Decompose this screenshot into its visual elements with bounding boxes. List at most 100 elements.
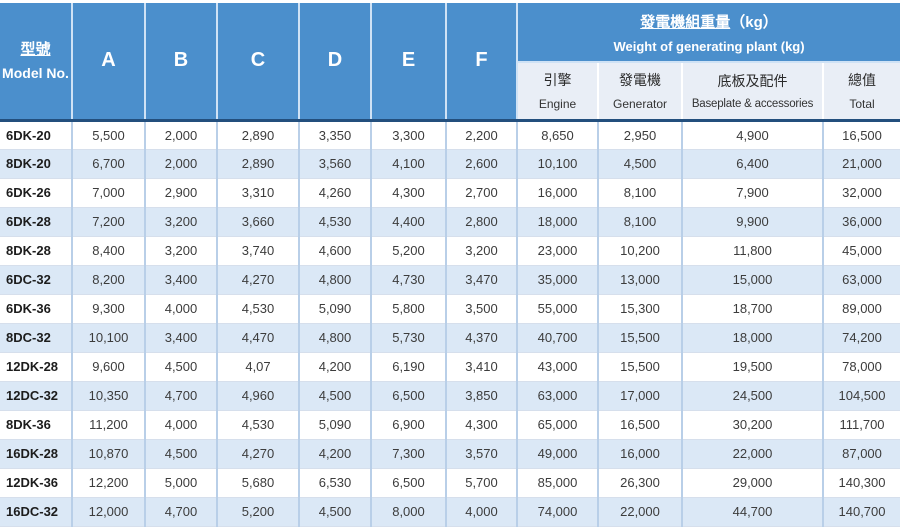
dim-f-cell: 3,850 <box>446 381 518 411</box>
model-cell: 6DK-26 <box>0 178 73 208</box>
dim-d-cell: 4,500 <box>299 497 372 527</box>
dim-d-cell: 4,260 <box>299 178 372 208</box>
model-cell: 8DC-32 <box>0 323 73 353</box>
weight-group-header: 發電機組重量（kg） Weight of generating plant (k… <box>517 3 900 63</box>
baseplate-weight-cell: 6,400 <box>682 149 824 179</box>
table-row: 16DK-28 10,870 4,500 4,270 4,200 7,300 3… <box>0 439 900 469</box>
engine-weight-cell: 18,000 <box>517 207 599 237</box>
model-cell: 6DK-36 <box>0 294 73 324</box>
table-row: 6DK-20 5,500 2,000 2,890 3,350 3,300 2,2… <box>0 120 900 150</box>
dim-f-cell: 3,410 <box>446 352 518 382</box>
dim-c-cell: 4,270 <box>217 439 300 469</box>
dim-e-cell: 6,190 <box>371 352 447 382</box>
dim-c-header: C <box>217 3 300 122</box>
dim-e-header: E <box>371 3 447 122</box>
dim-d-cell: 3,350 <box>299 120 372 150</box>
dim-d-cell: 4,600 <box>299 236 372 266</box>
total-weight-cell: 140,300 <box>823 468 900 498</box>
model-no-header: 型號 Model No. <box>0 3 73 122</box>
table-row: 8DC-32 10,100 3,400 4,470 4,800 5,730 4,… <box>0 323 900 353</box>
table-row: 12DC-32 10,350 4,700 4,960 4,500 6,500 3… <box>0 381 900 411</box>
baseplate-weight-cell: 15,000 <box>682 265 824 295</box>
dim-e-cell: 7,300 <box>371 439 447 469</box>
dim-e-cell: 6,900 <box>371 410 447 440</box>
engine-weight-cell: 35,000 <box>517 265 599 295</box>
generator-header: 發電機 Generator <box>598 62 683 122</box>
table-header: 型號 Model No. A B C D E F 發電機組重量（kg） Weig… <box>0 3 900 122</box>
dim-e-cell: 4,300 <box>371 178 447 208</box>
table-row: 12DK-36 12,200 5,000 5,680 6,530 6,500 5… <box>0 468 900 498</box>
dim-b-cell: 2,000 <box>145 120 218 150</box>
total-weight-cell: 78,000 <box>823 352 900 382</box>
dim-d-cell: 4,200 <box>299 352 372 382</box>
table-row: 6DK-36 9,300 4,000 4,530 5,090 5,800 3,5… <box>0 294 900 324</box>
dim-c-cell: 4,07 <box>217 352 300 382</box>
baseplate-weight-cell: 18,000 <box>682 323 824 353</box>
total-weight-cell: 140,700 <box>823 497 900 527</box>
table-row: 8DK-36 11,200 4,000 4,530 5,090 6,900 4,… <box>0 410 900 440</box>
dim-a-cell: 7,000 <box>72 178 146 208</box>
total-weight-cell: 16,500 <box>823 120 900 150</box>
model-cell: 16DC-32 <box>0 497 73 527</box>
model-cell: 6DC-32 <box>0 265 73 295</box>
generator-weight-cell: 16,500 <box>598 410 683 440</box>
dim-f-header: F <box>446 3 518 122</box>
dim-c-cell: 2,890 <box>217 120 300 150</box>
dim-f-cell: 4,370 <box>446 323 518 353</box>
dim-a-cell: 10,100 <box>72 323 146 353</box>
table-row: 8DK-20 6,700 2,000 2,890 3,560 4,100 2,6… <box>0 149 900 179</box>
dim-b-cell: 3,200 <box>145 236 218 266</box>
baseplate-weight-cell: 7,900 <box>682 178 824 208</box>
dim-e-cell: 5,800 <box>371 294 447 324</box>
total-weight-cell: 74,200 <box>823 323 900 353</box>
engine-weight-cell: 10,100 <box>517 149 599 179</box>
dim-e-cell: 8,000 <box>371 497 447 527</box>
dim-b-cell: 4,500 <box>145 352 218 382</box>
dim-e-cell: 4,400 <box>371 207 447 237</box>
model-cell: 16DK-28 <box>0 439 73 469</box>
dim-d-header: D <box>299 3 372 122</box>
dim-b-cell: 5,000 <box>145 468 218 498</box>
total-weight-cell: 36,000 <box>823 207 900 237</box>
dim-b-cell: 3,400 <box>145 265 218 295</box>
baseplate-weight-cell: 4,900 <box>682 120 824 150</box>
dim-c-cell: 3,740 <box>217 236 300 266</box>
dim-e-cell: 3,300 <box>371 120 447 150</box>
dim-c-cell: 4,470 <box>217 323 300 353</box>
engine-weight-cell: 49,000 <box>517 439 599 469</box>
dim-c-cell: 4,530 <box>217 410 300 440</box>
model-cell: 8DK-28 <box>0 236 73 266</box>
dim-e-cell: 4,730 <box>371 265 447 295</box>
dim-c-cell: 4,270 <box>217 265 300 295</box>
dim-c-cell: 3,660 <box>217 207 300 237</box>
dim-e-cell: 6,500 <box>371 381 447 411</box>
dim-a-cell: 7,200 <box>72 207 146 237</box>
dim-b-cell: 3,200 <box>145 207 218 237</box>
dim-b-cell: 4,500 <box>145 439 218 469</box>
dim-c-cell: 3,310 <box>217 178 300 208</box>
dim-d-cell: 4,200 <box>299 439 372 469</box>
model-cell: 8DK-20 <box>0 149 73 179</box>
dim-f-cell: 5,700 <box>446 468 518 498</box>
baseplate-weight-cell: 24,500 <box>682 381 824 411</box>
dim-f-cell: 3,200 <box>446 236 518 266</box>
generator-weight-cell: 15,500 <box>598 323 683 353</box>
dim-f-cell: 3,470 <box>446 265 518 295</box>
dim-f-cell: 2,600 <box>446 149 518 179</box>
total-weight-cell: 89,000 <box>823 294 900 324</box>
dim-d-cell: 4,500 <box>299 381 372 411</box>
baseplate-weight-cell: 29,000 <box>682 468 824 498</box>
engine-weight-cell: 16,000 <box>517 178 599 208</box>
total-weight-cell: 32,000 <box>823 178 900 208</box>
total-weight-cell: 21,000 <box>823 149 900 179</box>
engine-weight-cell: 74,000 <box>517 497 599 527</box>
table-row: 12DK-28 9,600 4,500 4,07 4,200 6,190 3,4… <box>0 352 900 382</box>
generator-weight-cell: 15,300 <box>598 294 683 324</box>
baseplate-weight-cell: 18,700 <box>682 294 824 324</box>
dim-b-header: B <box>145 3 218 122</box>
engine-weight-cell: 85,000 <box>517 468 599 498</box>
baseplate-weight-cell: 30,200 <box>682 410 824 440</box>
generator-weight-cell: 4,500 <box>598 149 683 179</box>
total-weight-cell: 87,000 <box>823 439 900 469</box>
model-cell: 12DK-28 <box>0 352 73 382</box>
